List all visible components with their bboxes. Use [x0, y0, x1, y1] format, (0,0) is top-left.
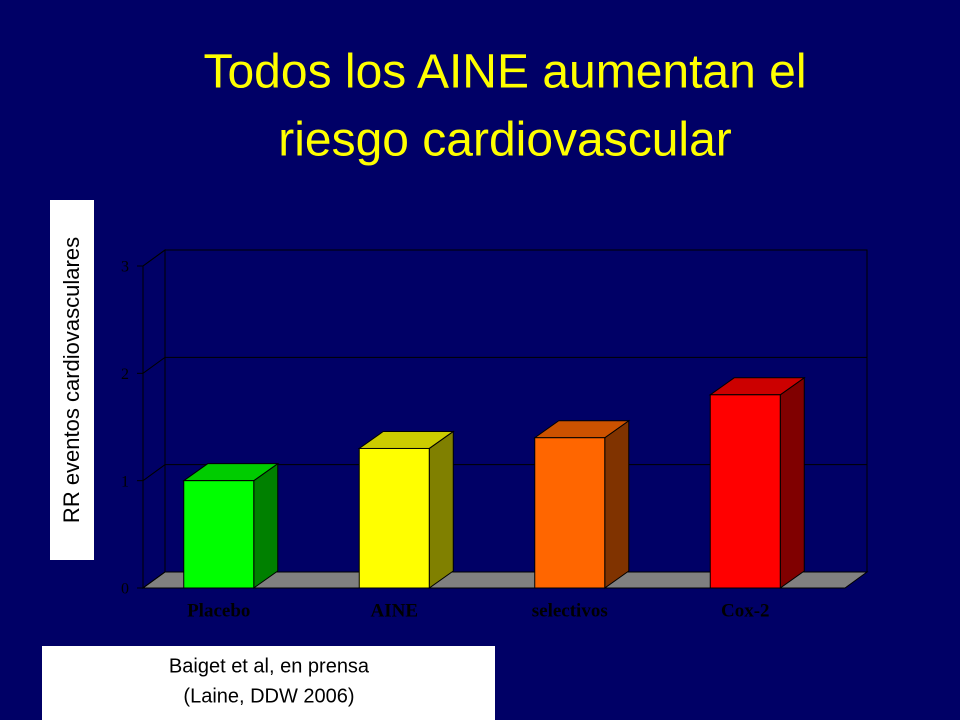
bar-side	[604, 419, 630, 589]
y-label-box	[50, 200, 94, 560]
bar-side	[253, 462, 279, 589]
source-box	[42, 646, 495, 720]
bar	[183, 480, 255, 589]
bar-side	[779, 376, 805, 589]
grid-line	[142, 249, 867, 267]
x-tick-label: Placebo	[187, 600, 250, 621]
bar	[709, 394, 781, 589]
x-tick-label: selectivos	[532, 600, 608, 621]
grid-line	[142, 571, 867, 589]
y-tick-label: 3	[121, 259, 129, 276]
grid-line	[142, 356, 867, 374]
x-tick-label: Cox-2	[721, 600, 770, 621]
bar	[358, 447, 430, 589]
bar-side	[428, 430, 454, 589]
x-tick-label: AINE	[370, 600, 418, 621]
title-line: riesgo cardiovascular	[278, 114, 732, 167]
bar	[534, 437, 606, 589]
source-line: (Laine, DDW 2006)	[183, 685, 354, 707]
grid-line	[142, 464, 867, 482]
y-axis-label: RR eventos cardiovasculares	[59, 237, 84, 523]
y-tick-label: 1	[121, 473, 129, 490]
y-tick-label: 0	[121, 581, 129, 598]
y-tick-label: 2	[121, 366, 129, 383]
source-line: Baiget et al, en prensa	[169, 655, 370, 677]
title-line: Todos los AINE aumentan el	[203, 46, 806, 99]
